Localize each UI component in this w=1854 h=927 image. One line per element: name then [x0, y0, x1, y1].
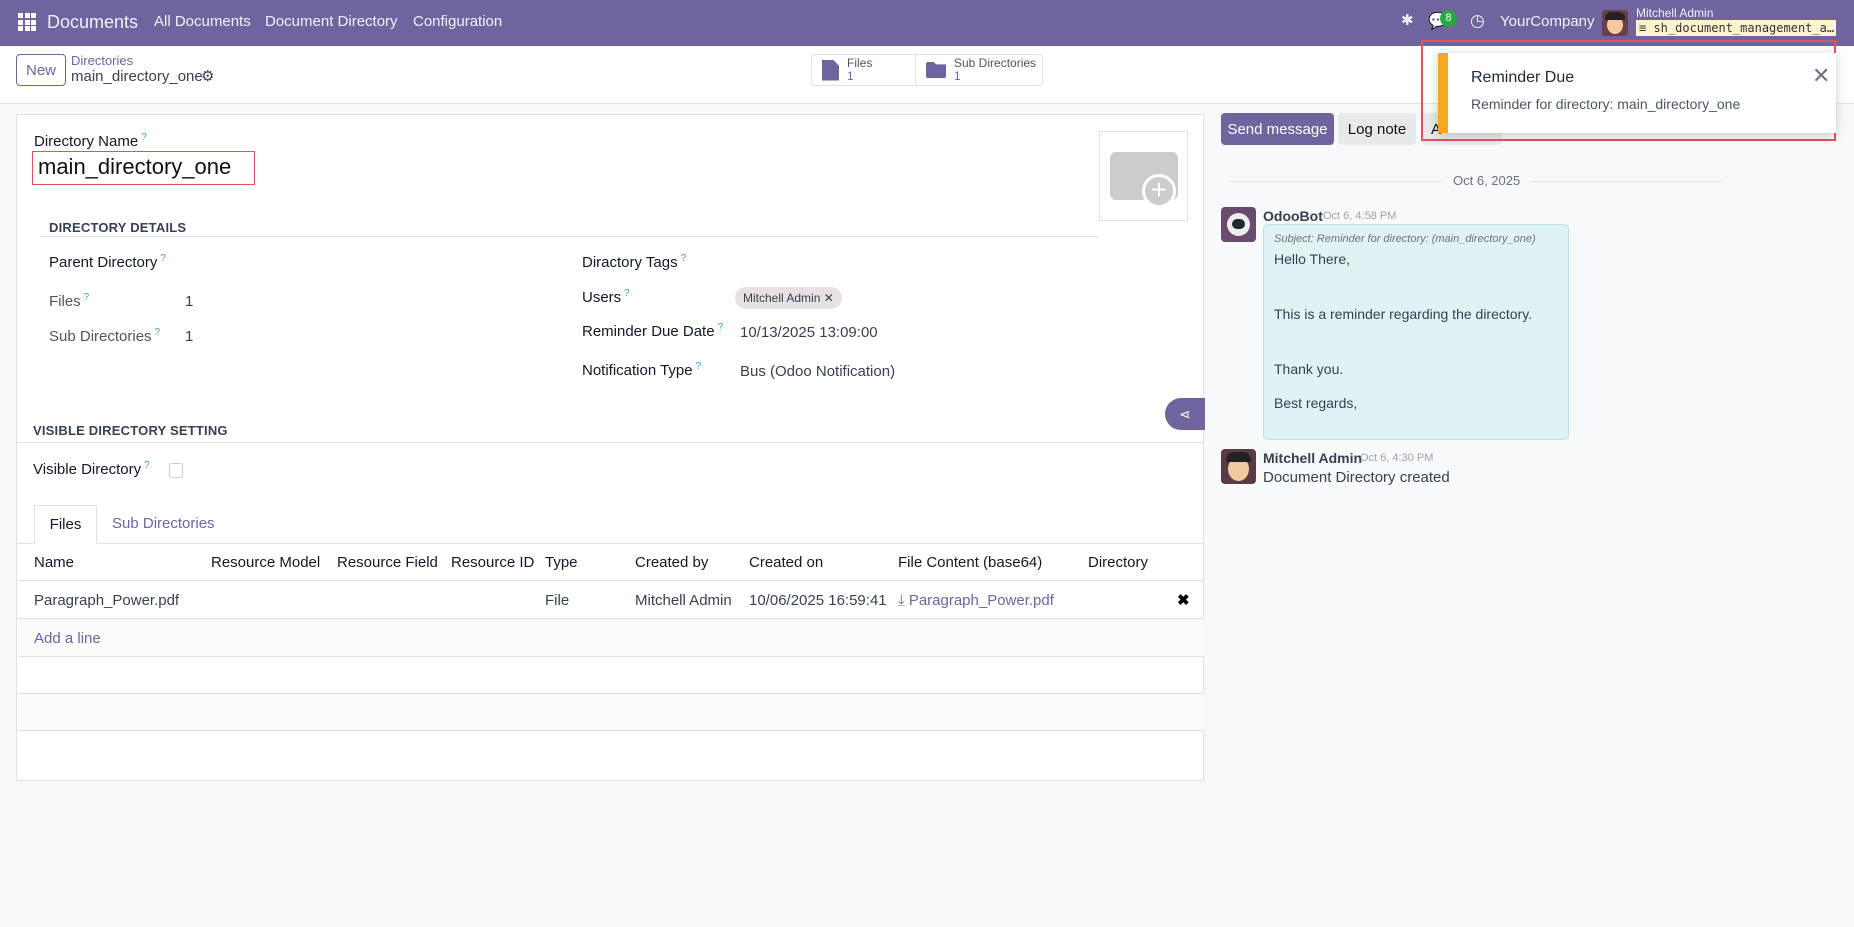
col-resource-model[interactable]: Resource Model [211, 554, 321, 571]
menu-document-directory[interactable]: Document Directory [265, 13, 398, 30]
folder-icon [926, 62, 946, 78]
col-file-content[interactable]: File Content (base64) [898, 554, 1043, 571]
form-sheet: Directory Name? main_directory_one + DIR… [16, 114, 1205, 781]
subdirectories-value: 1 [185, 328, 194, 345]
delete-row-icon[interactable]: ✖ [1177, 592, 1190, 609]
stat-button-subdirectories[interactable]: Sub Directories 1 [915, 54, 1043, 86]
message-author[interactable]: OdooBot [1263, 208, 1323, 224]
share-button[interactable]: ⋖ [1165, 398, 1205, 430]
reminder-due-date-value[interactable]: 10/13/2025 13:09:00 [740, 324, 878, 341]
cell-name[interactable]: Paragraph_Power.pdf [34, 592, 180, 609]
message-time: Oct 6, 4:58 PM [1323, 210, 1397, 222]
notification-type-label: Notification Type? [582, 361, 702, 379]
stat-button-files[interactable]: Files 1 [811, 54, 916, 86]
message-author[interactable]: Mitchell Admin [1263, 450, 1363, 466]
files-value: 1 [185, 293, 194, 310]
odoobot-avatar [1221, 207, 1256, 242]
files-label: Files? [49, 292, 90, 310]
notification-title: Reminder Due [1471, 69, 1575, 86]
new-button[interactable]: New [16, 54, 66, 86]
col-name[interactable]: Name [34, 554, 75, 571]
table-row[interactable] [18, 581, 1204, 619]
parent-directory-label: Parent Directory? [49, 253, 166, 271]
notification-type-value[interactable]: Bus (Odoo Notification) [740, 363, 896, 380]
col-type[interactable]: Type [545, 554, 578, 571]
message-bubble: Subject: Reminder for directory: (main_d… [1263, 224, 1569, 440]
message-line: Best regards, [1274, 395, 1358, 411]
message-subject: Subject: Reminder for directory: (main_d… [1274, 233, 1536, 245]
visible-directory-label: Visible Directory? [33, 460, 150, 478]
remove-tag-icon[interactable]: ✕ [823, 291, 834, 305]
app-name[interactable]: Documents [47, 12, 139, 32]
stat-subdirs-label: Sub Directories [954, 56, 1037, 70]
cell-created-by[interactable]: Mitchell Admin [635, 592, 732, 609]
database-name: sh_document_management_a… [1653, 21, 1835, 35]
directory-tags-label: Diractory Tags? [582, 253, 687, 271]
app-grid-icon[interactable] [18, 13, 36, 31]
reminder-due-date-label: Reminder Due Date? [582, 322, 724, 340]
activity-clock-icon[interactable]: ◷ [1470, 11, 1485, 30]
download-icon: ⤓ [898, 592, 905, 609]
message-time: Oct 6, 4:30 PM [1360, 452, 1434, 464]
user-avatar[interactable] [1602, 10, 1628, 36]
empty-row [18, 657, 1204, 694]
chatter: Send message Log note A Oct 6, 2025 Odoo… [1221, 104, 1854, 927]
gear-icon[interactable]: ⚙ [201, 68, 215, 85]
stat-subdirs-value: 1 [954, 69, 961, 83]
cell-created-on[interactable]: 10/06/2025 16:59:41 [749, 592, 887, 609]
directory-name-label: Directory Name? [34, 132, 147, 150]
top-navbar: Documents All Documents Document Directo… [0, 0, 1854, 46]
breadcrumb-current: main_directory_one [71, 68, 203, 85]
message-line: This is a reminder regarding the directo… [1274, 306, 1533, 322]
messages-badge: 8 [1440, 10, 1457, 27]
message-line: Hello There, [1274, 251, 1351, 267]
reminder-notification: Reminder Due Reminder for directory: mai… [1438, 53, 1836, 133]
col-created-on[interactable]: Created on [749, 554, 824, 571]
date-separator: Oct 6, 2025 [1443, 173, 1531, 188]
stat-files-value: 1 [847, 69, 854, 83]
empty-row [18, 694, 1204, 731]
notification-body: Reminder for directory: main_directory_o… [1471, 96, 1741, 112]
subdirectories-label: Sub Directories? [49, 327, 161, 345]
mitchell-admin-avatar [1221, 449, 1256, 484]
tab-files[interactable]: Files [34, 505, 97, 544]
message-body: Document Directory created [1263, 469, 1450, 486]
send-message-button[interactable]: Send message [1221, 113, 1334, 145]
add-line-row [18, 619, 1204, 657]
company-switcher[interactable]: YourCompany [1500, 13, 1595, 30]
log-note-button[interactable]: Log note [1338, 113, 1416, 145]
visible-directory-heading: VISIBLE DIRECTORY SETTING [33, 423, 228, 438]
visible-directory-checkbox[interactable] [169, 463, 183, 478]
col-directory[interactable]: Directory [1088, 554, 1149, 571]
col-resource-id[interactable]: Resource ID [451, 554, 535, 571]
add-a-line-link[interactable]: Add a line [34, 630, 101, 647]
directory-name-input[interactable]: main_directory_one [32, 151, 255, 185]
table-header-row [18, 544, 1204, 581]
tab-sub-directories[interactable]: Sub Directories [112, 515, 215, 532]
database-badge: ≡ sh_document_management_a… [1636, 20, 1836, 36]
debug-bug-icon[interactable]: ✱ [1401, 12, 1414, 29]
image-upload[interactable]: + [1099, 131, 1188, 221]
menu-all-documents[interactable]: All Documents [154, 13, 251, 30]
menu-configuration[interactable]: Configuration [413, 13, 503, 30]
share-icon: ⋖ [1179, 406, 1191, 422]
file-icon [822, 59, 839, 81]
stat-files-label: Files [847, 56, 873, 70]
close-icon[interactable]: ✕ [1812, 63, 1831, 88]
col-created-by[interactable]: Created by [635, 554, 709, 571]
cell-file-content[interactable]: ⤓ Paragraph_Power.pdf [898, 592, 1054, 609]
directory-details-heading: DIRECTORY DETAILS [49, 220, 187, 235]
user-name[interactable]: Mitchell Admin [1636, 6, 1714, 20]
message-line: Thank you. [1274, 361, 1344, 377]
users-label: Users? [582, 288, 630, 306]
col-resource-field[interactable]: Resource Field [337, 554, 438, 571]
user-tag: Mitchell Admin ✕ [735, 287, 842, 309]
breadcrumb-directories[interactable]: Directories [71, 53, 134, 68]
cell-type[interactable]: File [545, 592, 570, 609]
